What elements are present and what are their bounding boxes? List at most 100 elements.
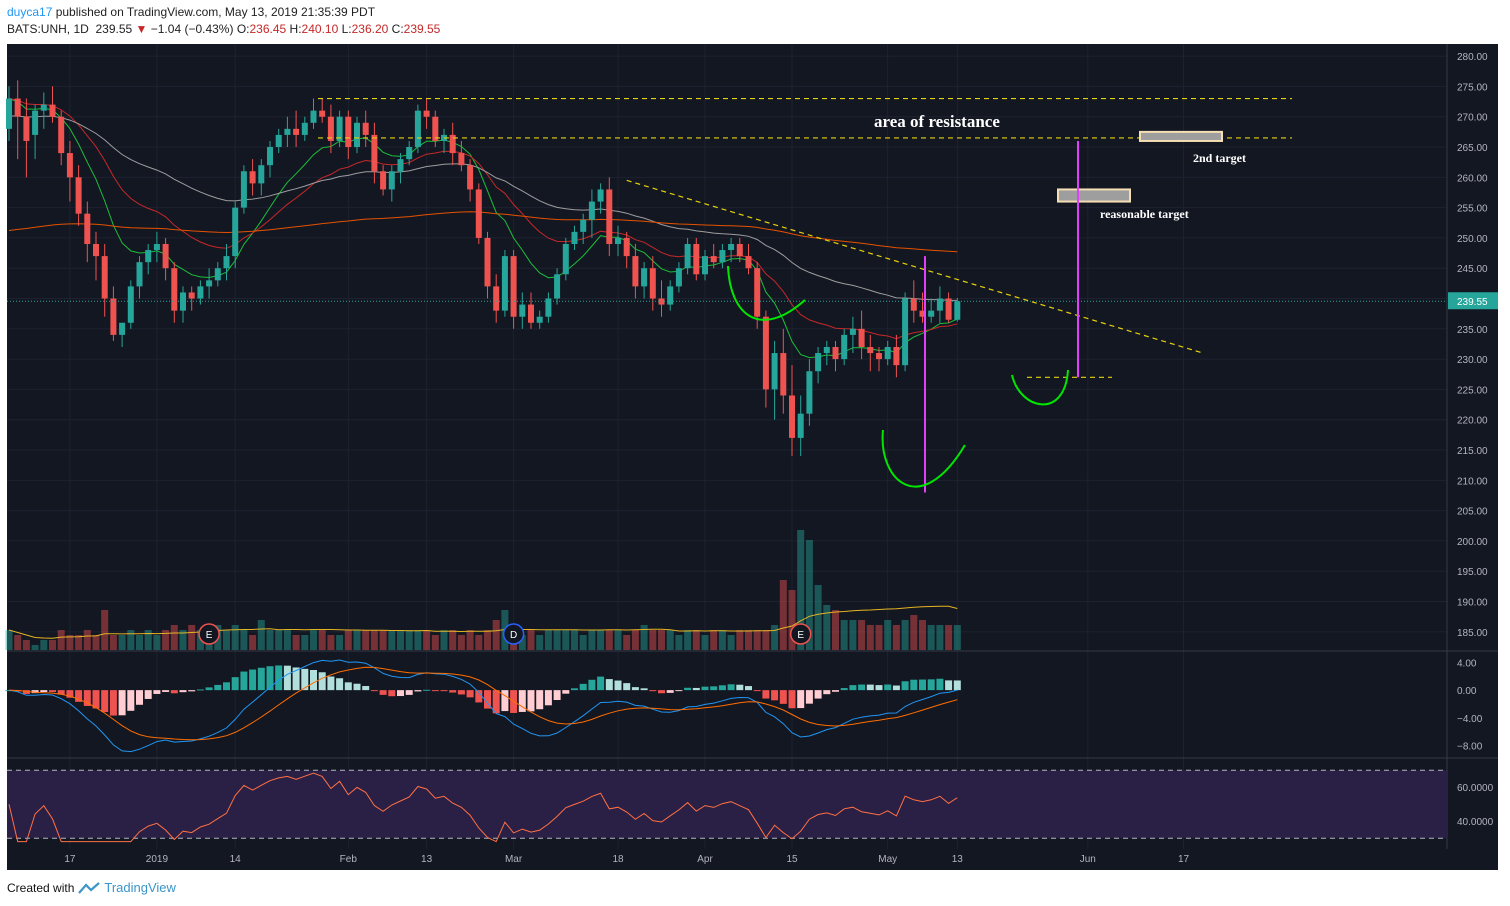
volume-bar — [336, 635, 344, 650]
volume-bar — [919, 620, 926, 650]
candle — [510, 256, 517, 317]
price-tick-label: 225.00 — [1457, 385, 1488, 396]
macd-histogram-bar — [927, 679, 935, 691]
macd-histogram-bar — [605, 679, 613, 691]
volume-bar — [684, 630, 692, 650]
macd-histogram-bar — [666, 690, 674, 693]
low-label: L: — [341, 22, 352, 36]
volume-bar — [840, 620, 848, 650]
macd-histogram-bar — [136, 690, 143, 705]
macd-histogram-bar — [840, 688, 848, 691]
event-marker-label: E — [797, 630, 804, 641]
macd-histogram-bar — [623, 683, 631, 691]
event-marker-icon — [789, 623, 812, 645]
candle — [675, 268, 682, 287]
volume-bar — [240, 630, 248, 650]
volume-bar — [832, 610, 839, 650]
volume-bar — [370, 630, 378, 650]
macd-histogram-bar — [919, 679, 926, 691]
candle — [458, 153, 465, 166]
volume-bar — [797, 530, 805, 650]
volume-bar — [144, 630, 152, 650]
macd-histogram-bar — [266, 666, 274, 691]
candle — [597, 189, 604, 202]
macd-histogram-bar — [823, 690, 831, 695]
volume-bar — [640, 625, 648, 650]
macd-histogram-bar — [475, 690, 483, 703]
time-axis-background — [7, 849, 1498, 870]
volume-bar — [466, 630, 474, 650]
candle — [902, 298, 909, 366]
candle — [432, 116, 439, 141]
macd-histogram-bar — [188, 690, 196, 692]
volume-bar — [83, 630, 91, 650]
candle — [745, 256, 752, 269]
macd-histogram-bar — [710, 686, 718, 691]
candle — [832, 347, 839, 360]
author-link[interactable]: duyca17 — [7, 5, 53, 19]
cup-curve — [1011, 369, 1069, 406]
candle — [815, 353, 822, 372]
macd-histogram-bar — [362, 686, 370, 691]
macd-histogram-bar — [953, 680, 961, 691]
macd-histogram-bar — [223, 682, 230, 691]
macd-histogram-bar — [718, 685, 726, 691]
candle — [75, 177, 82, 214]
candle — [232, 207, 239, 257]
candle — [728, 243, 735, 251]
macd-histogram-bar — [901, 681, 909, 691]
rsi-line — [8, 772, 958, 843]
candle — [693, 243, 700, 275]
candle — [754, 268, 761, 317]
candle — [780, 353, 787, 396]
candle — [588, 201, 595, 220]
volume-bar — [631, 630, 639, 650]
candle — [136, 262, 143, 287]
candle — [180, 292, 186, 311]
candle — [684, 243, 691, 269]
candle — [806, 371, 813, 414]
candle — [649, 268, 656, 299]
macd-histogram-bar — [466, 690, 474, 698]
macd-histogram-bar — [832, 690, 839, 692]
macd-histogram-bar — [849, 685, 857, 691]
macd-histogram-bar — [118, 690, 126, 716]
tradingview-brand[interactable]: TradingView — [104, 880, 176, 895]
candle — [467, 165, 474, 190]
volume-bar — [457, 635, 465, 650]
price-tick-label: 280.00 — [1457, 52, 1488, 63]
volume-bar — [623, 635, 631, 650]
volume-bar — [475, 635, 483, 650]
candle — [562, 243, 569, 275]
candle — [58, 116, 65, 154]
event-marker-icon — [502, 623, 525, 645]
volume-bar — [162, 630, 170, 650]
macd-histogram-bar — [449, 690, 457, 693]
event-marker-label: D — [510, 630, 517, 641]
volume-bar — [109, 635, 117, 650]
macd-histogram-bar — [344, 682, 352, 691]
candle — [702, 256, 708, 275]
volume-bar — [527, 630, 535, 650]
candle — [406, 147, 413, 160]
second-target-label: 2nd target — [1193, 151, 1246, 165]
symbol-label: BATS:UNH, 1D — [7, 22, 89, 36]
volume-bar — [40, 640, 48, 650]
created-with-text: Created with — [7, 880, 75, 895]
candle — [501, 256, 508, 311]
macd-histogram-bar — [379, 690, 387, 695]
macd-histogram-bar — [492, 690, 500, 714]
close-label: C: — [391, 22, 404, 36]
macd-histogram-bar — [66, 690, 74, 698]
volume-bar — [518, 635, 526, 650]
macd-histogram-bar — [892, 685, 900, 691]
macd-histogram-bar — [5, 690, 13, 692]
macd-histogram-bar — [40, 690, 48, 693]
volume-bar — [188, 625, 196, 650]
volume-bar — [745, 630, 752, 650]
volume-bar — [953, 625, 961, 650]
volume-bar — [301, 635, 309, 650]
chart-background — [7, 44, 1447, 849]
candle — [632, 256, 639, 287]
